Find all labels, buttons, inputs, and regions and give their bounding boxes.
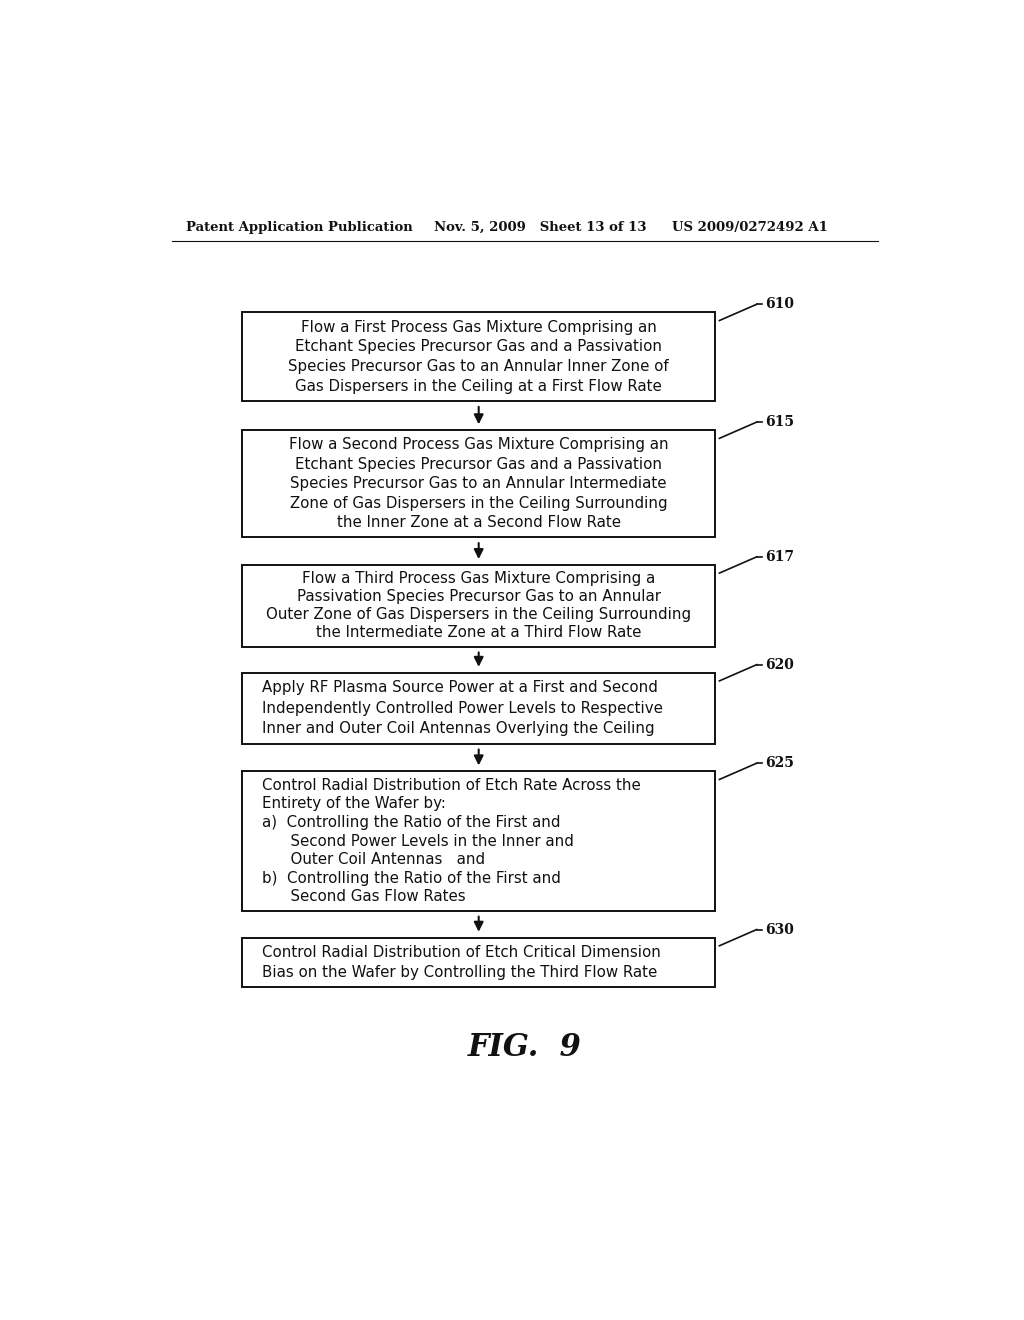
Text: 617: 617 [765, 550, 794, 564]
Text: 615: 615 [765, 414, 794, 429]
Text: a)  Controlling the Ratio of the First and: a) Controlling the Ratio of the First an… [262, 814, 560, 830]
Text: Etchant Species Precursor Gas and a Passivation: Etchant Species Precursor Gas and a Pass… [295, 339, 663, 354]
Text: Species Precursor Gas to an Annular Intermediate: Species Precursor Gas to an Annular Inte… [291, 477, 667, 491]
Bar [242, 937, 716, 987]
Text: Second Gas Flow Rates: Second Gas Flow Rates [262, 890, 465, 904]
Text: Nov. 5, 2009   Sheet 13 of 13: Nov. 5, 2009 Sheet 13 of 13 [433, 222, 646, 234]
Text: Outer Zone of Gas Dispersers in the Ceiling Surrounding: Outer Zone of Gas Dispersers in the Ceil… [266, 607, 691, 622]
Text: Zone of Gas Dispersers in the Ceiling Surrounding: Zone of Gas Dispersers in the Ceiling Su… [290, 496, 668, 511]
Text: Flow a First Process Gas Mixture Comprising an: Flow a First Process Gas Mixture Compris… [301, 319, 656, 335]
Text: 625: 625 [765, 756, 794, 770]
Text: Species Precursor Gas to an Annular Inner Zone of: Species Precursor Gas to an Annular Inne… [289, 359, 669, 374]
Text: Gas Dispersers in the Ceiling at a First Flow Rate: Gas Dispersers in the Ceiling at a First… [295, 379, 663, 393]
Text: the Intermediate Zone at a Third Flow Rate: the Intermediate Zone at a Third Flow Ra… [316, 626, 641, 640]
Text: Outer Coil Antennas   and: Outer Coil Antennas and [262, 853, 485, 867]
Text: Entirety of the Wafer by:: Entirety of the Wafer by: [262, 796, 445, 812]
Text: 620: 620 [765, 657, 794, 672]
Text: Second Power Levels in the Inner and: Second Power Levels in the Inner and [262, 833, 573, 849]
Text: US 2009/0272492 A1: US 2009/0272492 A1 [672, 222, 827, 234]
Text: Apply RF Plasma Source Power at a First and Second: Apply RF Plasma Source Power at a First … [262, 680, 657, 696]
Text: Etchant Species Precursor Gas and a Passivation: Etchant Species Precursor Gas and a Pass… [295, 457, 663, 471]
Text: FIG.  9: FIG. 9 [468, 1032, 582, 1063]
Bar [242, 673, 716, 743]
Text: 630: 630 [765, 923, 794, 936]
Bar [242, 565, 716, 647]
Text: Flow a Second Process Gas Mixture Comprising an: Flow a Second Process Gas Mixture Compri… [289, 437, 669, 453]
Text: 610: 610 [765, 297, 794, 312]
Text: Bias on the Wafer by Controlling the Third Flow Rate: Bias on the Wafer by Controlling the Thi… [262, 965, 657, 979]
Bar [242, 313, 716, 401]
Text: Passivation Species Precursor Gas to an Annular: Passivation Species Precursor Gas to an … [297, 589, 660, 605]
Bar [242, 430, 716, 537]
Text: Control Radial Distribution of Etch Rate Across the: Control Radial Distribution of Etch Rate… [262, 777, 641, 793]
Text: b)  Controlling the Ratio of the First and: b) Controlling the Ratio of the First an… [262, 871, 561, 886]
Text: Control Radial Distribution of Etch Critical Dimension: Control Radial Distribution of Etch Crit… [262, 945, 660, 960]
Text: Flow a Third Process Gas Mixture Comprising a: Flow a Third Process Gas Mixture Compris… [302, 572, 655, 586]
Text: Independently Controlled Power Levels to Respective: Independently Controlled Power Levels to… [262, 701, 663, 715]
Text: Patent Application Publication: Patent Application Publication [186, 222, 413, 234]
Text: the Inner Zone at a Second Flow Rate: the Inner Zone at a Second Flow Rate [337, 515, 621, 531]
Text: Inner and Outer Coil Antennas Overlying the Ceiling: Inner and Outer Coil Antennas Overlying … [262, 721, 654, 737]
Bar [242, 771, 716, 911]
